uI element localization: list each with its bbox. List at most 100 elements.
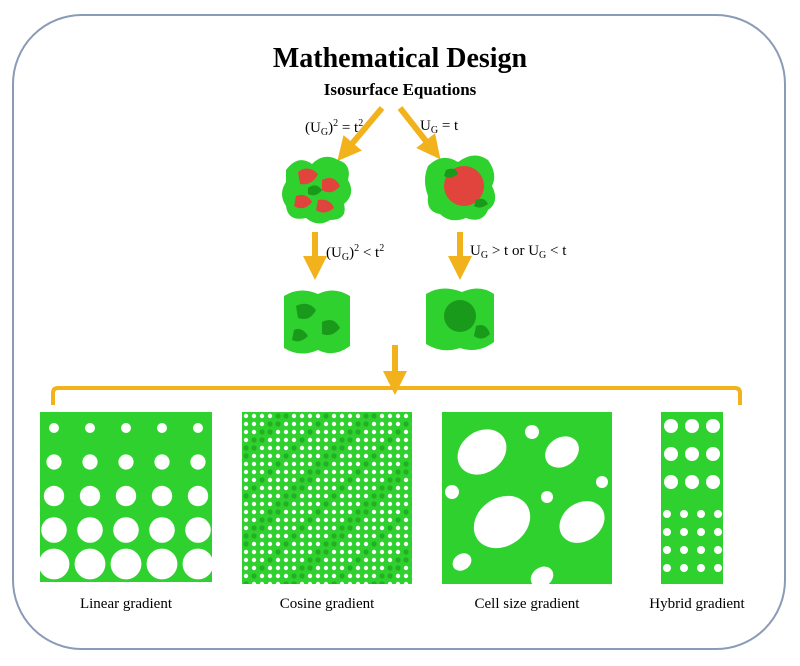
lattice-hole [307, 445, 313, 451]
lattice-hole [331, 573, 337, 579]
lattice-hole [379, 541, 385, 547]
lattice-shadow [307, 517, 313, 523]
lattice-hole [395, 581, 401, 584]
lattice-hole [371, 565, 377, 571]
lattice-hole [685, 419, 699, 433]
lattice-hole [363, 541, 369, 547]
lattice-shadow [387, 485, 393, 491]
lattice-shadow [267, 557, 273, 563]
lattice-shadow [251, 437, 257, 443]
lattice-hole [259, 541, 265, 547]
lattice-hole [387, 469, 393, 475]
lattice-hole [387, 509, 393, 515]
lattice-hole [315, 581, 321, 584]
lattice-hole [395, 437, 401, 443]
lattice-shadow [395, 429, 401, 435]
lattice-hole [299, 581, 305, 584]
lattice-hole [347, 581, 353, 584]
lattice-hole [339, 461, 345, 467]
lattice-shadow [347, 565, 353, 571]
lattice-hole [714, 564, 722, 572]
lattice-hole [243, 437, 249, 443]
lattice-shadow [331, 541, 337, 547]
lattice-hole [323, 493, 329, 499]
lattice-hole [363, 573, 369, 579]
lattice-shadow [411, 502, 412, 506]
lattice-hole [299, 501, 305, 507]
lattice-shadow [387, 565, 393, 571]
lattice-shadow [363, 421, 369, 427]
lattice-hole [307, 573, 313, 579]
lattice-hole [251, 517, 257, 523]
lattice-hole [307, 501, 313, 507]
lattice-shadow [371, 413, 377, 419]
lattice-hole [387, 533, 393, 539]
lattice-hole [530, 566, 554, 584]
lattice-hole [403, 565, 409, 571]
lattice-hole [283, 565, 289, 571]
lattice-hole [387, 461, 393, 467]
lattice-hole [387, 581, 393, 584]
lattice-hole [387, 501, 393, 507]
lattice-hole [251, 565, 257, 571]
lattice-hole [347, 541, 353, 547]
lattice-hole [323, 533, 329, 539]
lattice-hole [283, 549, 289, 555]
lattice-shadow [387, 477, 393, 483]
lattice-hole [291, 421, 297, 427]
lattice-hole [291, 413, 297, 419]
lattice-hole [355, 541, 361, 547]
lattice-hole [323, 437, 329, 443]
lattice-hole [146, 548, 178, 580]
lattice-hole [243, 509, 249, 515]
lattice-hole [403, 573, 409, 579]
lattice-shadow [387, 437, 393, 443]
lattice-hole [339, 565, 345, 571]
lattice-hole [267, 493, 273, 499]
lattice-hole [363, 493, 369, 499]
lattice-hole [664, 475, 678, 489]
lattice-hole [395, 453, 401, 459]
lattice-linear [40, 412, 212, 582]
lattice-shadow [403, 549, 409, 555]
lattice-hole [275, 477, 281, 483]
lattice-shadow [315, 421, 321, 427]
lattice-hole [363, 485, 369, 491]
lattice-hole [331, 509, 337, 515]
lattice-shadow [283, 453, 289, 459]
lattice-hole [307, 421, 313, 427]
lattice-hole [387, 421, 393, 427]
lattice-hole [663, 564, 671, 572]
lattice-shadow [259, 517, 265, 523]
lattice-hole [379, 413, 385, 419]
lattice-hole [371, 421, 377, 427]
lattice-hole [680, 546, 688, 554]
lattice-hole [347, 549, 353, 555]
lattice-hole [291, 525, 297, 531]
lattice-hole [315, 493, 321, 499]
lattice-hole [323, 517, 329, 523]
lattice-hole [403, 413, 409, 419]
lattice-shadow [411, 454, 412, 458]
lattice-hole [706, 447, 720, 461]
lattice-hole [395, 501, 401, 507]
lattice-hole [315, 413, 321, 419]
lattice-shadow [291, 573, 297, 579]
lattice-shadow [291, 581, 297, 584]
lattice-hole [706, 475, 720, 489]
lattice-shadow [371, 501, 377, 507]
lattice-hole [395, 445, 401, 451]
lattice-hole [347, 493, 353, 499]
lattice-hole [445, 485, 459, 499]
lattice-hole [714, 546, 722, 554]
lattice-hole [355, 501, 361, 507]
lattice-hole [323, 477, 329, 483]
lattice-hole [151, 485, 173, 507]
lattice-hole [387, 517, 393, 523]
lattice-shadow [387, 573, 393, 579]
lattice-hole [355, 525, 361, 531]
lattice-hole [315, 501, 321, 507]
lattice-hole [299, 509, 305, 515]
lattice-shadow [315, 557, 321, 563]
lattice-hole [347, 573, 353, 579]
